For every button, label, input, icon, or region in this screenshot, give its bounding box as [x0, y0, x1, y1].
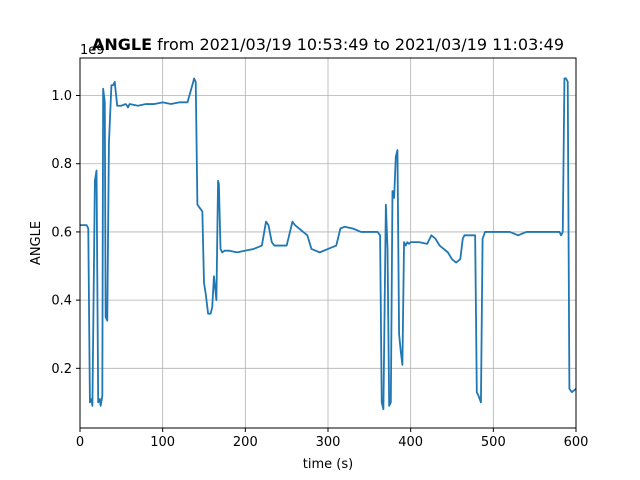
ticks: 0 100 200 300 400 500 600 0.2 0.4 0.6 0.8 1.0 [51, 89, 588, 450]
y-tick-label: 0.2 [51, 362, 72, 377]
y-tick-label: 0.4 [51, 294, 72, 309]
x-tick-label: 600 [564, 435, 589, 450]
series-layer [80, 77, 577, 411]
x-tick-label: 400 [398, 435, 423, 450]
y-tick-label: 0.6 [51, 225, 72, 240]
chart-title-bold: ANGLE [92, 35, 152, 54]
x-tick-label: 300 [316, 435, 341, 450]
x-tick-label: 500 [481, 435, 506, 450]
y-tick-label: 1.0 [51, 89, 72, 104]
chart-title-rest: from 2021/03/19 10:53:49 to 2021/03/19 1… [152, 35, 564, 54]
x-tick-label: 200 [233, 435, 258, 450]
y-tick-label: 0.8 [51, 157, 72, 172]
x-tick-label: 0 [76, 435, 84, 450]
y-offset-label: 1e9 [80, 43, 105, 58]
chart-title: ANGLE from 2021/03/19 10:53:49 to 2021/0… [92, 35, 564, 54]
x-tick-label: 100 [150, 435, 175, 450]
x-axis-label: time (s) [303, 457, 353, 472]
series-line [80, 77, 577, 411]
y-axis-label: ANGLE [29, 221, 44, 265]
